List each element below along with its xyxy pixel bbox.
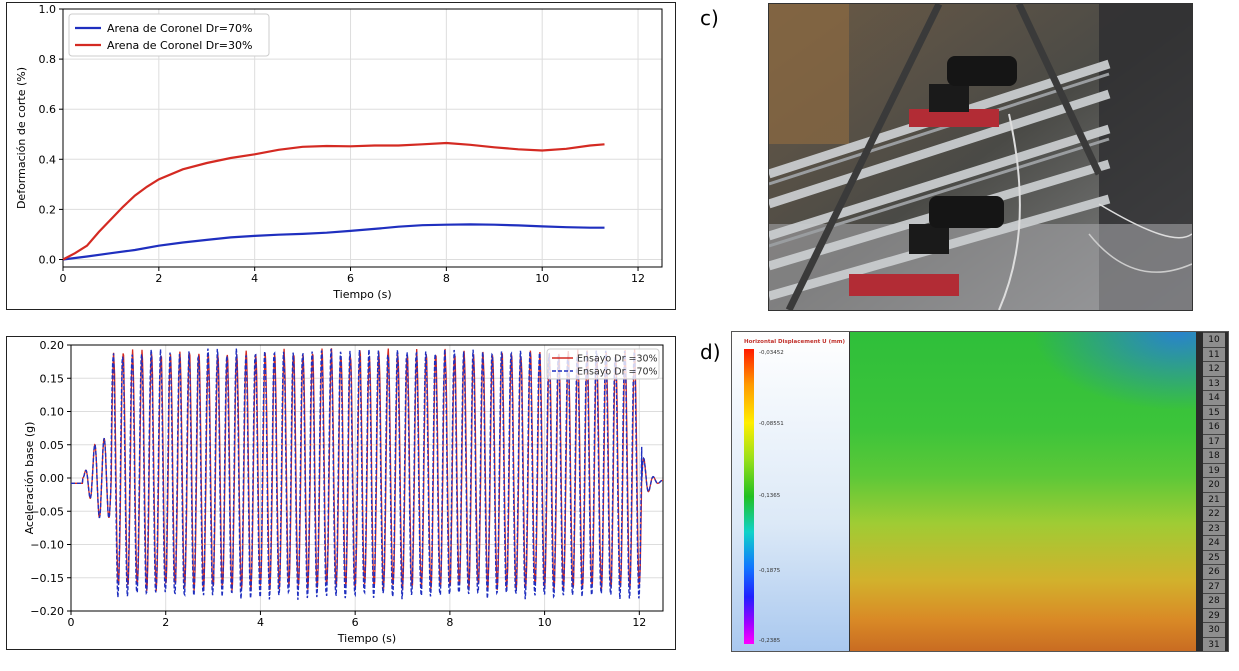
- chart-b-legend-label-0: Ensayo Dr =30%: [577, 354, 658, 365]
- ruler-label: 25: [1203, 549, 1225, 566]
- ruler-label: 19: [1203, 462, 1225, 479]
- colorbar-label-2: -0,1365: [759, 493, 781, 499]
- chart-a-series-0-line: [62, 223, 605, 261]
- chart-a-ytick-label: 0.0: [39, 253, 57, 266]
- chart-a-xtick-label: 0: [60, 272, 67, 285]
- chart-a-xtick-label: 2: [155, 272, 162, 285]
- chart-b-xlabel: Tiempo (s): [337, 632, 396, 645]
- chart-b-ytick-label: −0.20: [30, 605, 64, 618]
- ruler-label: 16: [1203, 419, 1225, 435]
- chart-b-ytick-label: −0.10: [30, 539, 64, 552]
- ruler-label: 21: [1203, 491, 1225, 508]
- chart-a-xtick-label: 8: [443, 272, 450, 285]
- ruler-label: 20: [1203, 477, 1225, 493]
- displacement-field-figure: Horizontal Displacement U (mm) -0,03452 …: [731, 331, 1229, 652]
- chart-b-xtick-label: 0: [68, 616, 75, 629]
- displacement-field: [850, 332, 1196, 651]
- chart-a-xtick-label: 4: [251, 272, 258, 285]
- chart-a-xtick-label: 10: [535, 272, 549, 285]
- chart-a-legend-label-0: Arena de Coronel Dr=70%: [107, 22, 252, 35]
- chart-a-ytick-label: 0.4: [39, 153, 57, 166]
- ruler-label: 23: [1203, 520, 1225, 537]
- colorbar-title: Horizontal Displacement U (mm): [744, 339, 846, 345]
- panel-label-d: d): [700, 340, 721, 364]
- chart-a-ylabel: Deformación de corte (%): [15, 67, 28, 209]
- chart-b-xtick-label: 6: [352, 616, 359, 629]
- chart-b-ytick-label: 0.20: [40, 339, 65, 352]
- ruler-label: 28: [1203, 593, 1225, 609]
- chart-b: 0 2 4 6 8 10 12 −0.20 −0.15 −0.10 −0.05 0.00 0.05 0.1…: [23, 339, 664, 645]
- ruler-label: 26: [1203, 564, 1225, 580]
- chart-b-ytick-label: 0.15: [40, 372, 65, 385]
- chart-a-series-1-line: [62, 141, 605, 261]
- chart-b-ylabel: Aceleración base (g): [23, 422, 36, 535]
- ruler: 10 11 12 13 14 15 16 17 18 19 20 21 22 23 24 25 26 27 28 29…: [1196, 332, 1228, 651]
- ruler-label: 17: [1203, 433, 1225, 450]
- lab-camera-photo: [768, 3, 1193, 311]
- chart-a: 0 2 4 6 8 10 12 0.0 0.2 0.4 0.6 0.8 1.0 Tiempo (s) Def…: [15, 3, 663, 301]
- ruler-label: 22: [1203, 506, 1225, 522]
- chart-b-plot-frame: [70, 344, 664, 612]
- chart-b-legend: [546, 348, 660, 380]
- ruler-label: 14: [1203, 390, 1225, 406]
- ruler-label: 30: [1203, 622, 1225, 638]
- chart-a-plot-frame: [62, 8, 663, 268]
- chart-b-series-1-line: [71, 348, 663, 600]
- panel-label-c: c): [700, 6, 719, 30]
- chart-a-legend-label-1: Arena de Coronel Dr=30%: [107, 39, 252, 52]
- colorbar-panel: Horizontal Displacement U (mm) -0,03452 …: [732, 332, 849, 651]
- chart-b-legend-label-1: Ensayo Dr =70%: [577, 367, 658, 378]
- chart-a-xlabel: Tiempo (s): [332, 288, 391, 301]
- chart-a-xtick-label: 12: [631, 272, 645, 285]
- ruler-label: 10: [1203, 332, 1225, 348]
- chart-a-legend: [68, 13, 270, 57]
- chart-a-ytick-label: 0.6: [39, 103, 57, 116]
- chart-b-xtick-label: 10: [538, 616, 552, 629]
- chart-b-xtick-label: 4: [257, 616, 264, 629]
- chart-b-ytick-label: 0.05: [40, 439, 65, 452]
- colorbar-label-3: -0,1875: [759, 568, 781, 574]
- chart-b-ytick-label: 0.00: [40, 472, 65, 485]
- chart-b-xtick-label: 8: [446, 616, 453, 629]
- chart-b-xtick-label: 2: [162, 616, 169, 629]
- ruler-label: 31: [1203, 636, 1225, 652]
- ruler-label: 29: [1203, 607, 1225, 624]
- colorbar-label-0: -0,03452: [759, 350, 784, 356]
- ruler-label: 13: [1203, 375, 1225, 392]
- ruler-label: 12: [1203, 361, 1225, 377]
- chart-b-ytick-label: −0.15: [30, 572, 64, 585]
- colorbar-label-1: -0,08551: [759, 421, 784, 427]
- chart-b-xtick-label: 12: [632, 616, 646, 629]
- chart-a-ytick-label: 0.2: [39, 203, 57, 216]
- chart-a-xtick-label: 6: [347, 272, 354, 285]
- chart-a-ytick-label: 0.8: [39, 53, 57, 66]
- chart-a-frame: 0 2 4 6 8 10 12 0.0 0.2 0.4 0.6 0.8 1.0 Tiempo (s) Def…: [6, 2, 676, 310]
- lab-camera-photo-drawing: [769, 4, 1192, 310]
- ruler-label: 24: [1203, 535, 1225, 551]
- colorbar-gradient: [744, 349, 754, 644]
- ruler-label: 11: [1203, 346, 1225, 363]
- colorbar-label-4: -0,2385: [759, 638, 781, 644]
- chart-b-frame: 0 2 4 6 8 10 12 −0.20 −0.15 −0.10 −0.05 0.00 0.05 0.1…: [6, 336, 676, 650]
- ruler-label: 18: [1203, 448, 1225, 464]
- ruler-label: 27: [1203, 578, 1225, 595]
- chart-b-ytick-label: 0.10: [40, 406, 65, 419]
- chart-a-ytick-label: 1.0: [39, 3, 57, 16]
- ruler-label: 15: [1203, 404, 1225, 421]
- chart-b-ytick-label: −0.05: [30, 505, 64, 518]
